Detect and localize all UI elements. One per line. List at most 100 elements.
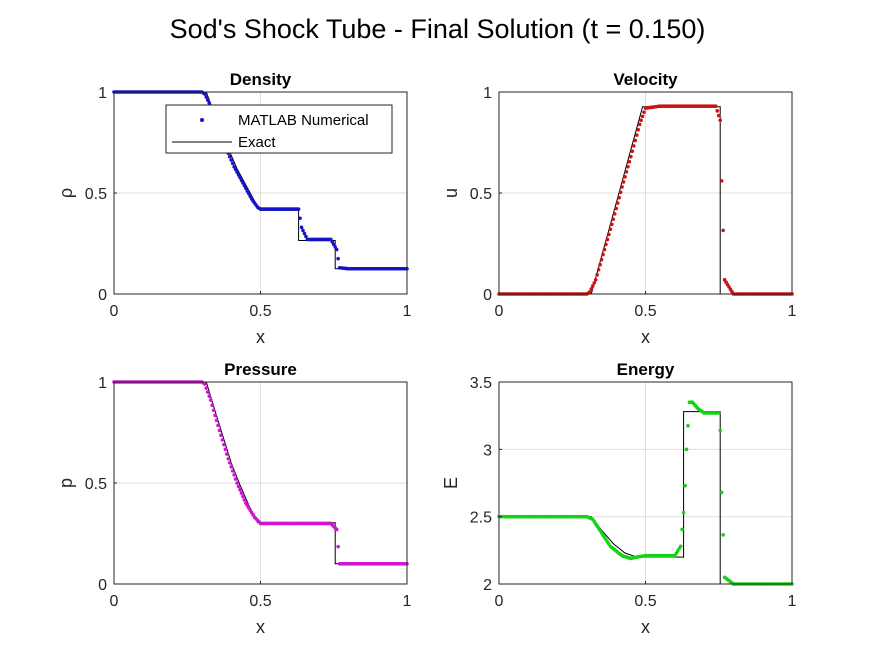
subplot-title: Pressure bbox=[224, 360, 297, 379]
data-point bbox=[248, 194, 253, 199]
data-point bbox=[588, 290, 592, 294]
data-point bbox=[718, 428, 723, 433]
data-point bbox=[714, 104, 718, 108]
tick-label-x: 0 bbox=[495, 593, 504, 610]
data-point bbox=[230, 161, 235, 166]
data-point bbox=[232, 164, 236, 169]
data-point bbox=[301, 228, 305, 233]
data-point bbox=[232, 473, 236, 477]
y-axis-label: ρ bbox=[56, 188, 76, 198]
data-point bbox=[222, 442, 226, 447]
tick-label-x: 0.5 bbox=[249, 303, 271, 320]
data-point bbox=[680, 527, 684, 532]
data-point bbox=[229, 465, 233, 469]
subplot-density: 0 0.5 1 0 0.5 1 Density x ρ MATLAB Numerical Exact bbox=[56, 70, 412, 347]
data-point bbox=[612, 212, 617, 216]
data-point bbox=[213, 413, 217, 418]
tick-label-x: 0.5 bbox=[634, 593, 656, 610]
data-point bbox=[223, 447, 228, 452]
data-point bbox=[229, 158, 233, 162]
y-axis-label: u bbox=[441, 188, 461, 198]
data-point bbox=[205, 98, 210, 102]
data-point bbox=[203, 382, 207, 386]
y-axis-label: E bbox=[441, 477, 461, 489]
figure-title: Sod's Shock Tube - Final Solution (t = 0… bbox=[169, 14, 706, 44]
x-axis-label: x bbox=[256, 327, 265, 347]
data-point bbox=[623, 175, 627, 179]
data-point bbox=[719, 490, 724, 495]
data-point bbox=[236, 173, 241, 177]
data-point bbox=[642, 110, 646, 114]
tick-label-y: 1 bbox=[483, 85, 492, 102]
tick-label-y: 0 bbox=[98, 577, 107, 594]
data-point bbox=[298, 216, 302, 221]
tick-label-y: 1 bbox=[98, 85, 107, 102]
data-point bbox=[220, 438, 225, 442]
data-point bbox=[204, 386, 209, 390]
data-point bbox=[226, 456, 231, 461]
data-point bbox=[238, 487, 242, 492]
data-point bbox=[590, 284, 595, 288]
data-point bbox=[236, 484, 241, 489]
tick-label-y: 1 bbox=[98, 375, 107, 392]
data-point bbox=[678, 544, 683, 549]
tick-label-x: 1 bbox=[403, 593, 412, 610]
data-point bbox=[593, 278, 598, 282]
data-point bbox=[235, 170, 239, 174]
data-point bbox=[233, 167, 238, 172]
data-point bbox=[633, 138, 638, 143]
y-axis-label: p bbox=[56, 478, 76, 488]
data-point bbox=[631, 144, 636, 148]
data-point bbox=[683, 483, 687, 488]
data-point bbox=[334, 247, 339, 252]
legend-label-exact: Exact bbox=[238, 134, 276, 151]
data-point bbox=[211, 408, 216, 413]
data-point bbox=[634, 133, 639, 137]
data-point bbox=[626, 164, 630, 169]
tick-label-x: 0 bbox=[495, 303, 504, 320]
data-point bbox=[627, 159, 632, 164]
data-point bbox=[233, 477, 238, 481]
subplot-title: Velocity bbox=[613, 70, 678, 89]
series-exact-line bbox=[114, 381, 407, 565]
data-point bbox=[227, 154, 232, 159]
x-axis-label: x bbox=[641, 617, 650, 637]
data-point bbox=[239, 491, 244, 495]
data-point bbox=[334, 527, 339, 532]
data-point bbox=[605, 237, 610, 242]
data-point bbox=[636, 127, 640, 132]
data-point bbox=[596, 267, 601, 272]
data-point bbox=[686, 423, 690, 428]
data-point bbox=[245, 189, 250, 193]
data-point bbox=[615, 201, 620, 205]
tick-label-y: 0.5 bbox=[85, 476, 107, 493]
data-point bbox=[296, 207, 301, 211]
tick-label-x: 1 bbox=[403, 303, 412, 320]
data-point bbox=[630, 149, 635, 154]
data-point bbox=[204, 95, 209, 99]
tick-label-y: 0 bbox=[483, 287, 492, 304]
data-point bbox=[238, 175, 242, 180]
data-point bbox=[302, 231, 307, 236]
tick-label-y: 3.5 bbox=[470, 375, 492, 392]
subplot-title: Density bbox=[230, 70, 292, 89]
data-point bbox=[225, 452, 229, 456]
data-point bbox=[244, 186, 248, 191]
data-point bbox=[621, 180, 626, 184]
data-point bbox=[681, 510, 686, 515]
data-point bbox=[637, 122, 642, 127]
subplot-velocity: 0 0.5 1 0 0.5 1 Velocity x u bbox=[441, 70, 797, 347]
data-point bbox=[595, 273, 599, 277]
data-point bbox=[716, 411, 721, 415]
x-axis-label: x bbox=[641, 327, 650, 347]
subplot-pressure: 0 0.5 1 0 0.5 1 Pressure x p bbox=[56, 360, 412, 637]
data-point bbox=[601, 252, 605, 257]
data-point bbox=[227, 461, 232, 465]
data-point bbox=[611, 217, 616, 222]
data-point bbox=[608, 227, 613, 232]
data-point bbox=[304, 234, 308, 239]
data-point bbox=[610, 222, 614, 227]
tick-label-y: 0 bbox=[98, 287, 107, 304]
data-point bbox=[241, 494, 245, 499]
